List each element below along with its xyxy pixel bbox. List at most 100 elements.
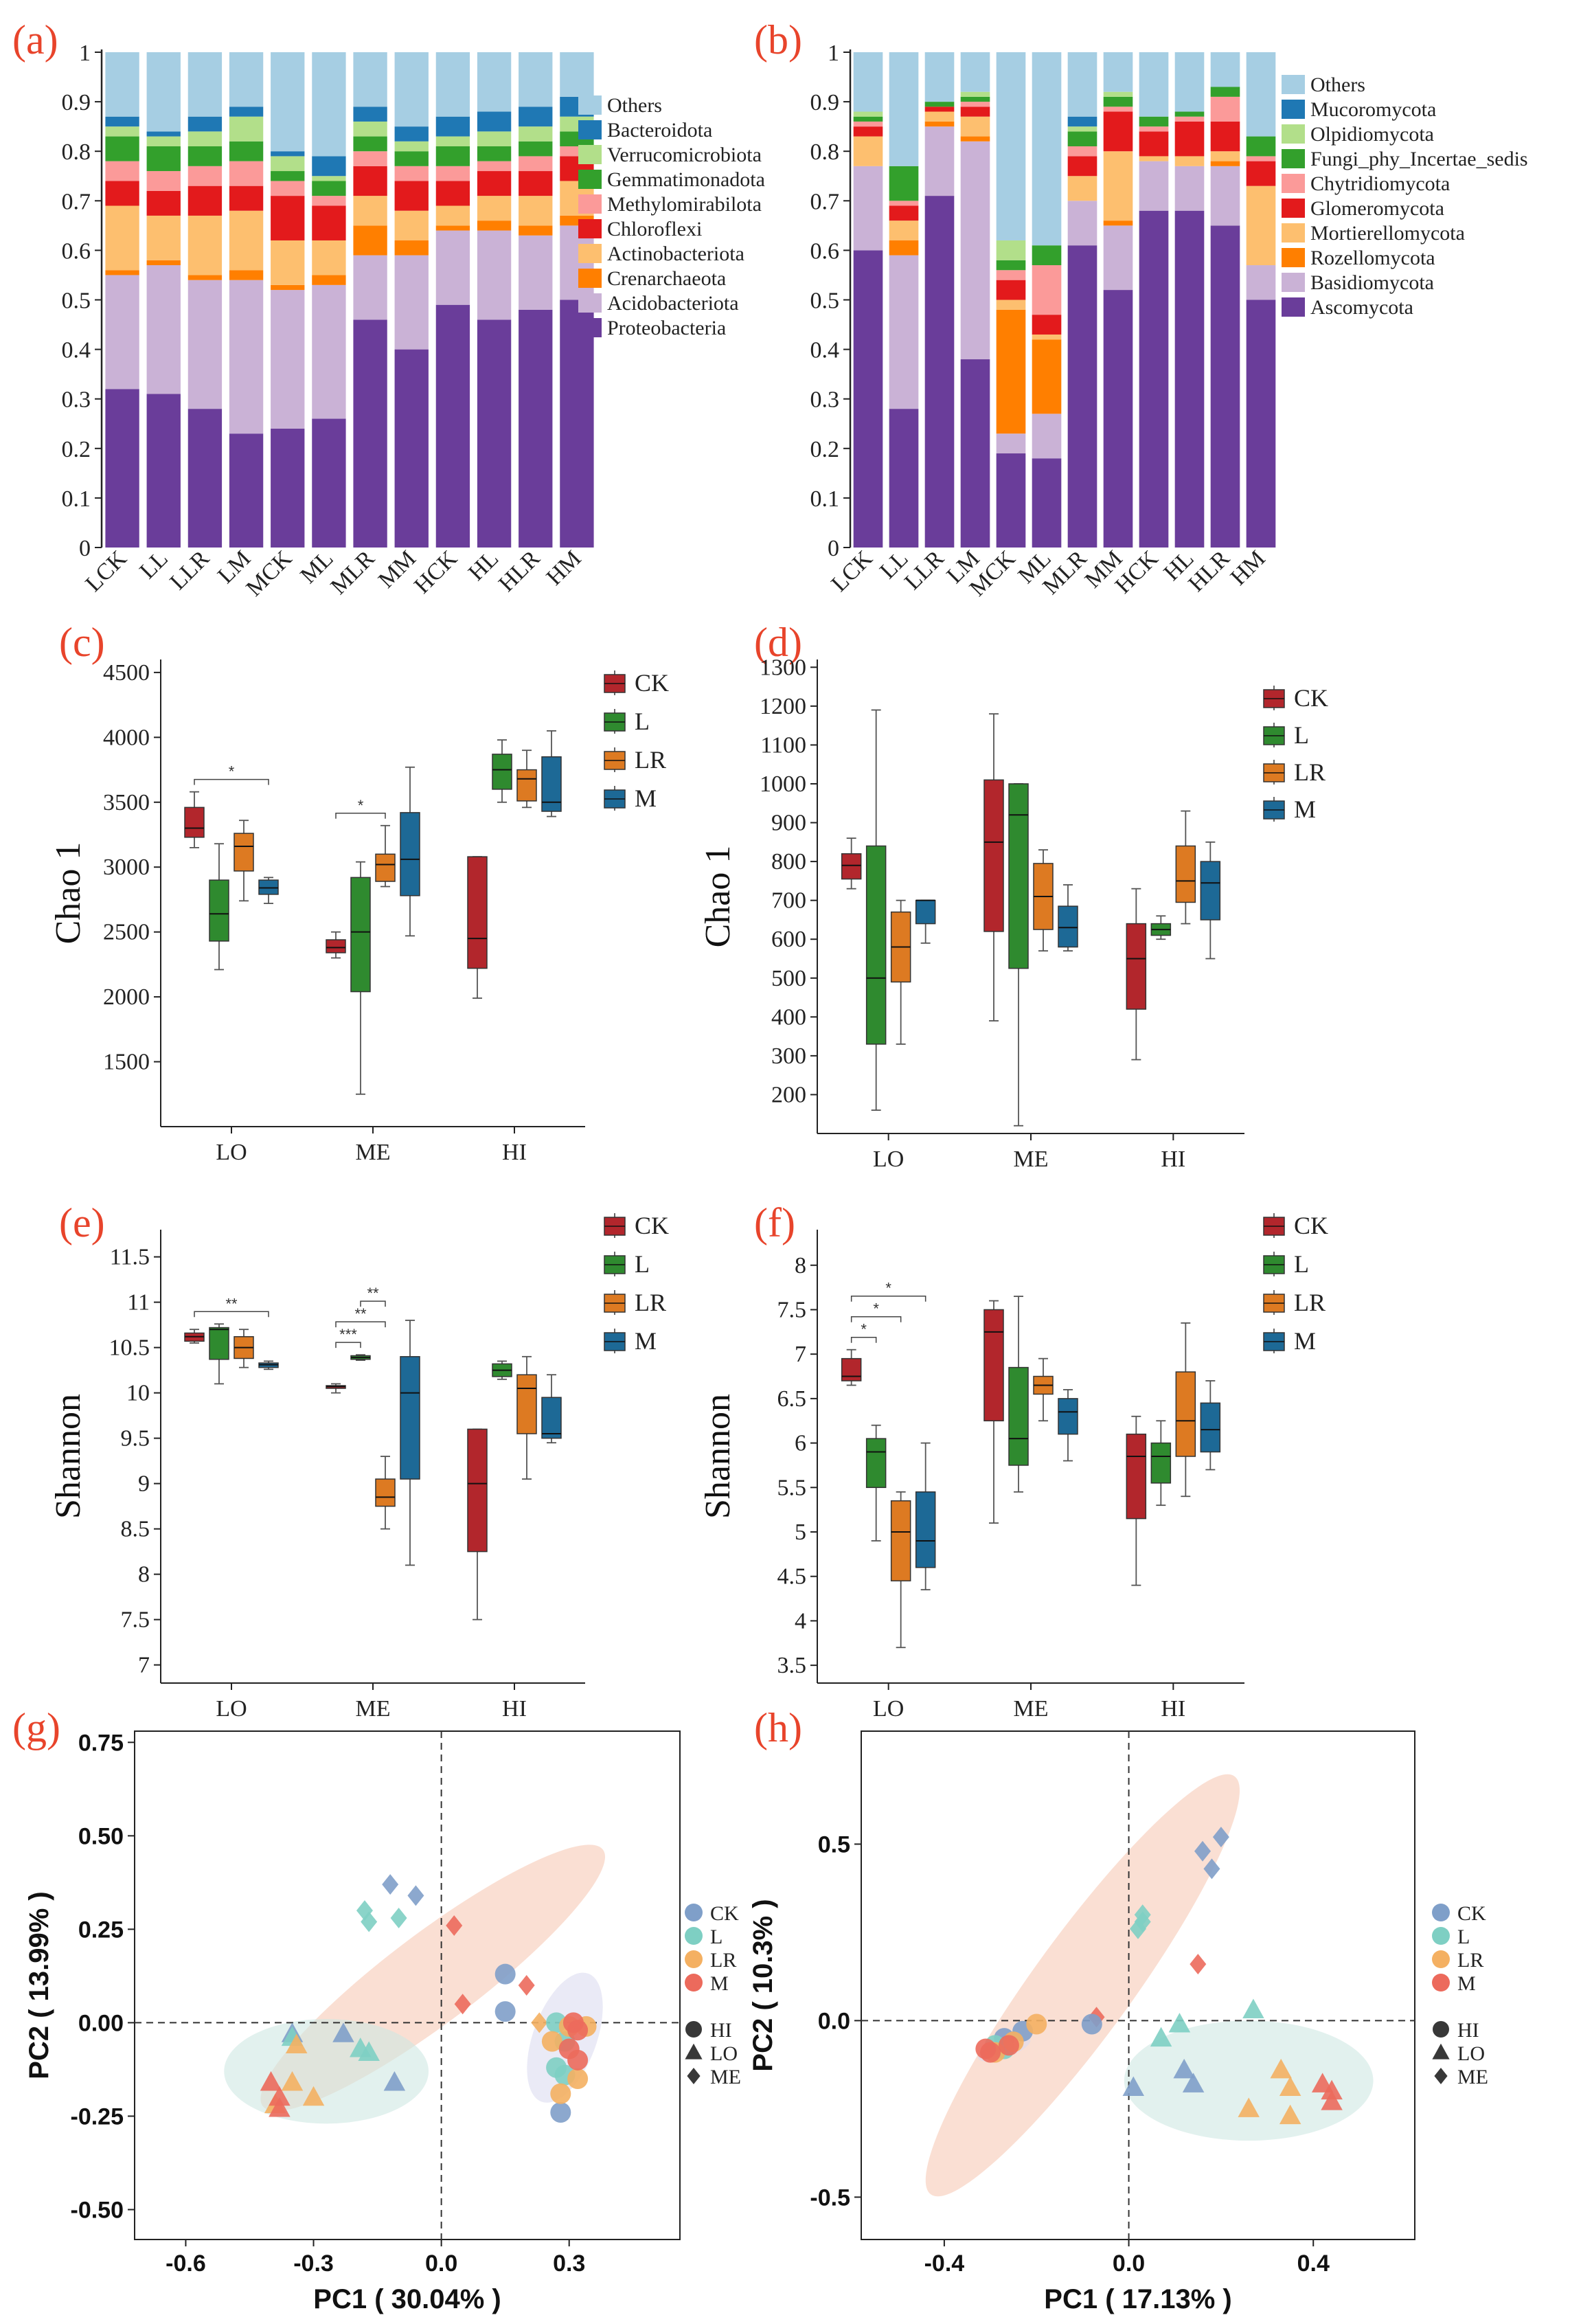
- bar-segment: [1210, 121, 1240, 152]
- panel-label: (g): [12, 1705, 60, 1750]
- bar-segment: [1103, 106, 1133, 112]
- legend-color-dot: [1432, 1950, 1450, 1968]
- bar-segment: [960, 52, 990, 92]
- bar-segment: [924, 52, 955, 102]
- pca-point-circle: [567, 2020, 589, 2041]
- legend-color-dot: [685, 1950, 703, 1968]
- legend-swatch: [1282, 149, 1305, 168]
- bar-segment: [435, 136, 470, 146]
- significance-bracket: [194, 1311, 269, 1318]
- legend-label: Others: [607, 94, 662, 117]
- significance-bracket: [850, 1295, 926, 1302]
- bar-segment: [519, 225, 553, 236]
- y-tick-label: 7.5: [777, 1297, 807, 1322]
- bar-segment: [1067, 201, 1097, 246]
- bar-segment: [1103, 52, 1133, 92]
- bar-segment: [394, 240, 429, 256]
- y-tick-label: 500: [771, 966, 806, 991]
- y-tick-label: -0.25: [71, 2103, 124, 2130]
- bar-segment: [353, 225, 387, 256]
- y-tick-label: 0.5: [62, 289, 91, 314]
- bar-segment: [889, 255, 919, 409]
- bar-segment: [271, 171, 305, 181]
- box-plot-chart-0: (c) 1500 2000 2500 3000 3500 4000 4500 Chao 1 LO M…: [49, 620, 669, 1165]
- bar-segment: [924, 111, 955, 122]
- bar-segment: [146, 265, 181, 394]
- bar-segment: [394, 255, 429, 350]
- bar-segment: [519, 171, 553, 196]
- significance-label: **: [354, 1305, 367, 1322]
- significance-bracket: [194, 778, 269, 785]
- bar-segment: [312, 156, 346, 177]
- box-iqr: [983, 779, 1004, 932]
- legend-swatch: [1282, 248, 1305, 267]
- bar-segment: [1067, 245, 1097, 548]
- bar-segment: [1032, 458, 1062, 548]
- bar-segment: [146, 215, 181, 260]
- bar-segment: [271, 284, 305, 291]
- confidence-ellipse: [1124, 2020, 1374, 2141]
- bar-segment: [187, 215, 223, 275]
- box-iqr: [516, 769, 537, 802]
- legend-label: Mortierellomycota: [1310, 222, 1465, 245]
- significance-label: *: [861, 1321, 867, 1338]
- x-tick-label: -0.4: [924, 2250, 965, 2277]
- bar-segment: [229, 185, 264, 211]
- pca-point-triangle: [1279, 2104, 1301, 2125]
- pca-point-triangle: [281, 2071, 304, 2091]
- box-iqr: [1175, 1371, 1196, 1457]
- bar-segment: [229, 433, 264, 548]
- pca-point-triangle: [1182, 2073, 1205, 2092]
- legend-swatch: [578, 170, 602, 189]
- bar-segment: [853, 111, 883, 117]
- legend-label: M: [710, 1972, 729, 1995]
- bar-segment: [853, 166, 883, 251]
- x-tick-label: HI: [1161, 1147, 1185, 1172]
- y-axis-title: PC2 ( 13.99% ): [24, 1891, 54, 2079]
- x-tick-label: ME: [356, 1696, 391, 1722]
- legend-label: M: [1294, 1327, 1316, 1355]
- pca-point-diamond: [382, 1874, 399, 1895]
- legend-swatch: [578, 95, 602, 115]
- panel-label: (h): [754, 1705, 802, 1750]
- legend-label: L: [635, 1250, 650, 1278]
- pca-point-triangle: [260, 2071, 282, 2091]
- bar-segment: [105, 116, 139, 127]
- bar-segment: [477, 196, 512, 221]
- bar-segment: [187, 131, 223, 146]
- box-iqr: [234, 833, 254, 872]
- legend-label: Chytridiomycota: [1310, 172, 1450, 195]
- y-axis-title: Shannon: [49, 1394, 88, 1519]
- box-iqr: [467, 856, 488, 969]
- legend-label: M: [1457, 1972, 1476, 1995]
- bar-segment: [1174, 210, 1205, 548]
- x-tick-label: MLR: [326, 545, 379, 599]
- x-tick-label: 0.3: [553, 2250, 585, 2277]
- bar-segment: [1210, 166, 1240, 226]
- legend-color-dot: [1432, 1904, 1450, 1921]
- legend-label: L: [635, 708, 650, 735]
- legend-swatch: [1282, 273, 1305, 292]
- y-tick-label: 0.5: [810, 289, 840, 314]
- pca-point-diamond: [1434, 2068, 1448, 2084]
- box-iqr: [1008, 1366, 1029, 1466]
- significance-bracket: [850, 1336, 877, 1343]
- x-tick-label: LO: [216, 1140, 247, 1165]
- bar-segment: [353, 319, 387, 548]
- bar-segment: [996, 270, 1026, 280]
- bar-segment: [1174, 52, 1205, 112]
- significance-bracket: [850, 1316, 902, 1322]
- bar-segment: [435, 52, 470, 117]
- pca-point-circle: [550, 2102, 571, 2123]
- pca-point-diamond: [1194, 1840, 1211, 1862]
- bar-segment: [1032, 315, 1062, 335]
- bar-segment: [312, 418, 346, 548]
- box-iqr: [516, 1374, 537, 1434]
- y-tick-label: 0.0: [818, 2008, 850, 2034]
- bar-segment: [312, 181, 346, 196]
- legend-color-dot: [685, 1974, 703, 1992]
- legend-swatch: [1282, 297, 1305, 317]
- legend-label: Verrucomicrobiota: [607, 144, 762, 166]
- bar-segment: [1103, 290, 1133, 548]
- significance-bracket: [335, 1321, 386, 1328]
